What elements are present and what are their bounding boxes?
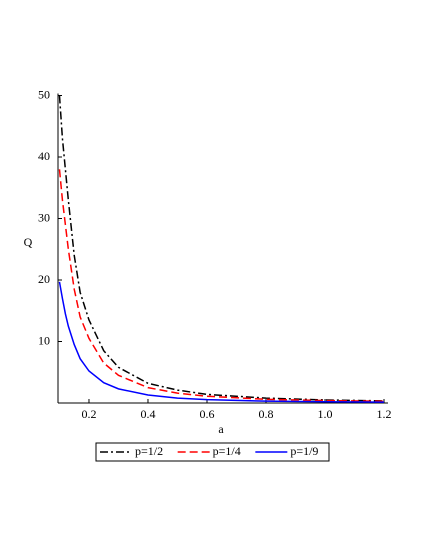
series-line [58,95,385,402]
x-tick-label: 1.2 [377,407,392,421]
x-tick-label: 0.6 [199,407,214,421]
legend-label: p=1/9 [290,444,318,458]
y-tick-label: 30 [38,210,50,224]
x-tick-label: 0.8 [258,407,273,421]
legend-label: p=1/2 [135,444,163,458]
x-tick-label: 1.0 [317,407,332,421]
y-axis-label: Q [24,235,33,249]
x-axis-label: a [218,422,224,436]
y-tick-label: 10 [38,333,50,347]
series-line [58,169,385,403]
y-tick-label: 20 [38,272,50,286]
y-tick-label: 40 [38,149,50,163]
legend-label: p=1/4 [213,444,241,458]
x-tick-label: 0.2 [81,407,96,421]
legend-box [95,442,330,462]
series-line [58,281,385,403]
y-tick-label: 50 [38,87,50,101]
x-tick-label: 0.4 [140,407,155,421]
